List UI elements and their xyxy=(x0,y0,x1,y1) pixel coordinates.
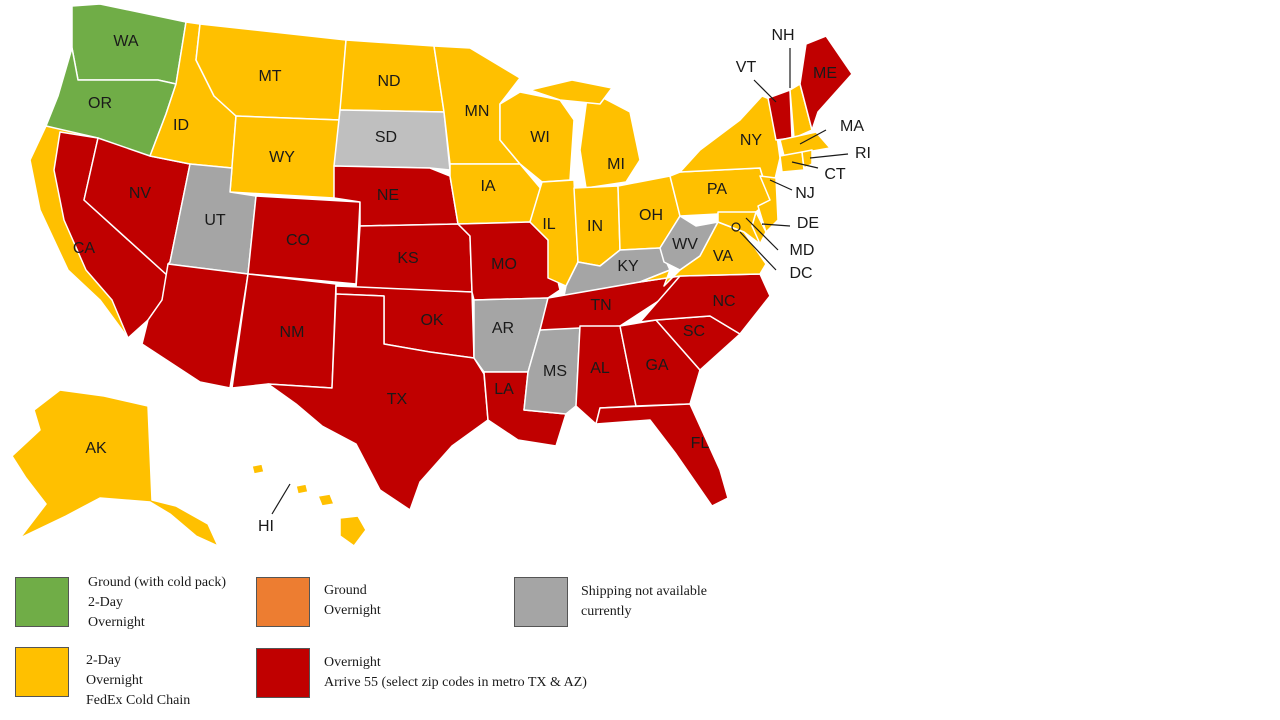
label-ut: UT xyxy=(204,212,226,229)
label-co: CO xyxy=(286,232,310,249)
label-sd: SD xyxy=(375,129,397,146)
label-nj: NJ xyxy=(795,185,815,202)
label-ok: OK xyxy=(420,312,443,329)
state-hi-3 xyxy=(295,483,309,495)
label-id: ID xyxy=(173,117,189,134)
leader-md xyxy=(745,217,779,251)
legend-text-gray: Shipping not available currently xyxy=(581,582,707,622)
dc-marker xyxy=(731,222,741,232)
legend-swatch-orange xyxy=(256,577,310,627)
leader-dc xyxy=(739,231,777,271)
state-mi-up xyxy=(529,79,613,105)
state-ia xyxy=(449,163,543,225)
state-ma xyxy=(779,131,831,157)
label-ri: RI xyxy=(855,145,871,162)
label-tn: TN xyxy=(590,297,611,314)
label-dc: DC xyxy=(789,265,812,282)
label-vt: VT xyxy=(736,59,757,76)
label-pa: PA xyxy=(707,181,727,198)
leader-de xyxy=(761,223,791,227)
legend-line: Overnight xyxy=(324,603,381,618)
leader-nj xyxy=(769,179,793,191)
legend-line: Overnight xyxy=(88,615,145,630)
legend-swatch-green xyxy=(15,577,69,627)
label-nm: NM xyxy=(280,324,305,341)
leader-ri xyxy=(809,153,849,159)
state-me xyxy=(799,35,853,131)
state-md xyxy=(717,211,761,245)
legend-line: 2-Day xyxy=(86,653,121,668)
legend-line: Overnight xyxy=(324,655,381,670)
label-fl: FL xyxy=(691,435,710,452)
legend-text-red: Overnight Arrive 55 (select zip codes in… xyxy=(324,653,587,693)
legend-line: Overnight xyxy=(86,673,143,688)
label-wa: WA xyxy=(113,33,139,50)
label-ga: GA xyxy=(645,357,668,374)
state-ak xyxy=(11,389,219,547)
label-ks: KS xyxy=(397,250,418,267)
legend-line: Ground (with cold pack) xyxy=(88,575,227,590)
legend-line: Ground xyxy=(324,583,367,598)
legend-text-orange: Ground Overnight xyxy=(324,581,381,621)
label-ca: CA xyxy=(73,240,96,257)
label-wi: WI xyxy=(530,129,550,146)
label-la: LA xyxy=(494,381,514,398)
state-fl xyxy=(595,403,729,507)
leader-ma xyxy=(799,129,827,145)
legend-text-green: Ground (with cold pack) 2-Day Overnight xyxy=(88,573,226,633)
legend-line: FedEx Cold Chain xyxy=(86,693,191,708)
legend-line: 2-Day xyxy=(88,595,123,610)
state-sd xyxy=(333,109,451,171)
label-tx: TX xyxy=(387,391,408,408)
label-de: DE xyxy=(797,215,819,232)
label-mo: MO xyxy=(491,256,517,273)
legend-swatch-gray xyxy=(514,577,568,627)
label-ny: NY xyxy=(740,132,763,149)
leader-ct xyxy=(791,161,819,169)
label-oh: OH xyxy=(639,207,663,224)
label-ia: IA xyxy=(480,178,495,195)
state-tx xyxy=(267,293,489,511)
label-md: MD xyxy=(790,242,815,259)
label-al: AL xyxy=(590,360,610,377)
label-ms: MS xyxy=(543,363,567,380)
state-hi-1 xyxy=(339,515,367,547)
label-ct: CT xyxy=(824,166,846,183)
legend-line: Arrive 55 (select zip codes in metro TX … xyxy=(324,675,587,690)
legend-text-yellow: 2-Day Overnight FedEx Cold Chain xyxy=(86,651,190,711)
state-hi-4 xyxy=(251,463,265,475)
label-mi: MI xyxy=(607,156,625,173)
state-ri xyxy=(801,149,813,169)
label-nd: ND xyxy=(377,73,400,90)
label-sc: SC xyxy=(683,323,705,340)
label-mt: MT xyxy=(258,68,281,85)
state-va xyxy=(639,221,767,287)
label-nc: NC xyxy=(712,293,735,310)
label-hi: HI xyxy=(258,518,274,535)
label-mn: MN xyxy=(465,103,490,120)
leader-hi xyxy=(271,483,291,515)
label-ak: AK xyxy=(85,440,107,457)
label-ma: MA xyxy=(840,118,864,135)
label-wy: WY xyxy=(269,149,295,166)
legend-swatch-yellow xyxy=(15,647,69,697)
label-me: ME xyxy=(813,65,837,82)
label-nh: NH xyxy=(771,27,794,44)
state-mi xyxy=(579,89,641,189)
state-hi-2 xyxy=(317,493,335,507)
label-ky: KY xyxy=(617,258,639,275)
label-va: VA xyxy=(713,248,733,265)
label-or: OR xyxy=(88,95,112,112)
label-ne: NE xyxy=(377,187,399,204)
leader-vt xyxy=(753,79,777,103)
legend-line: Shipping not available xyxy=(581,584,707,599)
legend-line: currently xyxy=(581,604,632,619)
label-nv: NV xyxy=(129,185,152,202)
label-ar: AR xyxy=(492,320,514,337)
legend-swatch-red xyxy=(256,648,310,698)
label-il: IL xyxy=(542,216,555,233)
label-in: IN xyxy=(587,218,603,235)
label-wv: WV xyxy=(672,236,698,253)
